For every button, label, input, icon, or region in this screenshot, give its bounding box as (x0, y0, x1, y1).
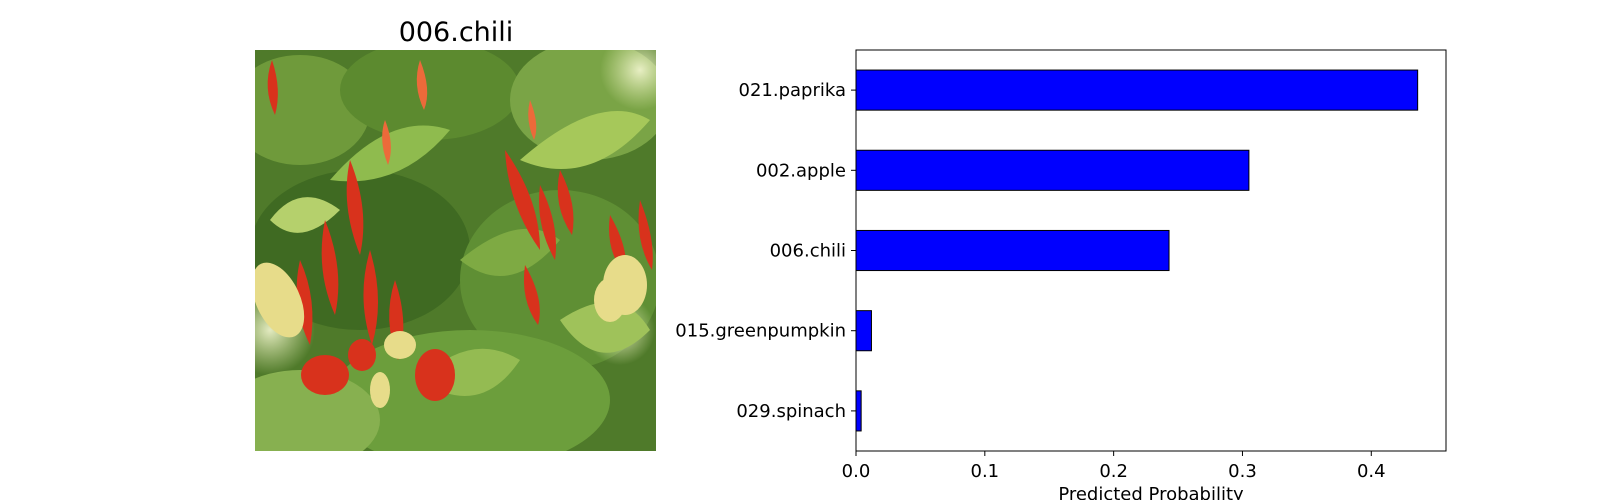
y-tick-label: 015.greenpumpkin (675, 321, 846, 342)
y-tick-label: 006.chili (770, 241, 846, 262)
bar-015.greenpumpkin (855, 310, 872, 352)
x-axis-label: Predicted Probability (1058, 484, 1244, 500)
bar-021.paprika (855, 69, 1419, 111)
x-tick-label: 0.1 (971, 461, 1000, 482)
y-tick-label: 021.paprika (739, 80, 847, 101)
x-tick-label: 0.0 (842, 461, 871, 482)
x-tick-label: 0.2 (1099, 461, 1128, 482)
y-ticks: 021.paprika 002.apple 006.chili 015.greenpu… (675, 80, 856, 422)
y-tick-label: 029.spinach (736, 401, 846, 422)
x-tick-label: 0.3 (1228, 461, 1257, 482)
probability-bar-chart: 021.paprika 002.apple 006.chili 015.greenpu… (675, 49, 1447, 500)
x-ticks: 0.0 0.1 0.2 0.3 0.4 (842, 451, 1386, 482)
y-tick-label: 002.apple (756, 160, 846, 181)
plot-frame (855, 49, 1447, 452)
bars-layer (855, 69, 1419, 432)
bar-006.chili (855, 229, 1170, 272)
chili-photo (255, 50, 656, 451)
x-tick-label: 0.4 (1357, 461, 1386, 482)
image-title: 006.chili (399, 17, 514, 48)
bar-029.spinach (855, 390, 862, 432)
bar-002.apple (855, 149, 1250, 191)
